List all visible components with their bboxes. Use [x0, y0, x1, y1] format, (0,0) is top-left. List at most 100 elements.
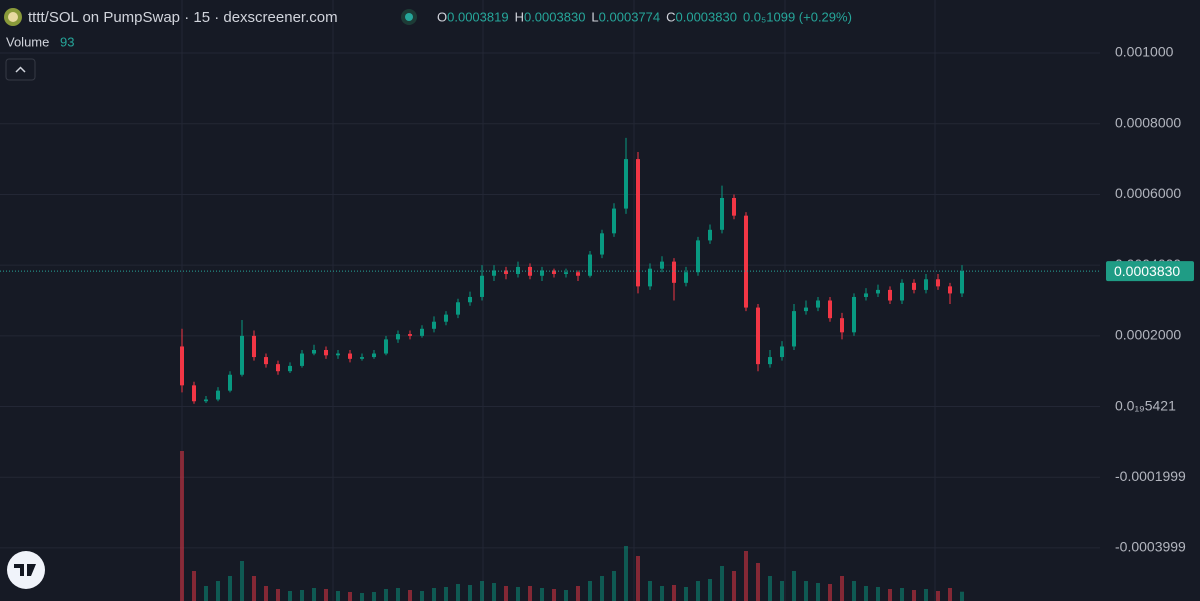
- candle-body: [936, 279, 940, 287]
- ohlc-value: 0.0003819: [447, 9, 508, 24]
- candle-body: [912, 282, 916, 290]
- candle-body: [564, 272, 568, 274]
- ohlc-key: H: [515, 9, 524, 24]
- candle-body: [480, 275, 484, 297]
- price-label: 0.0003830: [1114, 263, 1180, 279]
- candle-body: [876, 289, 880, 294]
- volume-bar: [624, 546, 628, 601]
- candle-body: [516, 266, 520, 274]
- volume-bar: [672, 585, 676, 601]
- change: 0.0₅1099 (+0.29%): [743, 9, 852, 24]
- candle-body: [204, 399, 208, 402]
- candle-body: [768, 357, 772, 365]
- candle-body: [684, 272, 688, 283]
- grid: [0, 52, 1100, 549]
- candle-body: [720, 197, 724, 230]
- ohlc-value: 0.0003830: [676, 9, 737, 24]
- volume-bar: [180, 451, 184, 601]
- candle-body: [492, 270, 496, 276]
- y-tick-label: 0.0₁₉5421: [1115, 397, 1176, 413]
- candle-body: [348, 353, 352, 359]
- volume-last: 93: [60, 34, 74, 49]
- volume-bar: [384, 589, 388, 601]
- volume-bar: [732, 571, 736, 601]
- volume-bar: [852, 581, 856, 601]
- volume-bar: [264, 586, 268, 601]
- volume-bar: [432, 588, 436, 601]
- candle-body: [864, 293, 868, 297]
- volume-bar: [840, 576, 844, 601]
- candle-body: [792, 311, 796, 347]
- volume-bar: [300, 590, 304, 601]
- candle-body: [576, 272, 580, 276]
- candle-body: [216, 390, 220, 400]
- ohlc-legend: O 0.0003819 H 0.0003830 L 0.0003774 C 0.0003830: [437, 9, 737, 24]
- candle-body: [324, 349, 328, 356]
- volume-bar: [828, 584, 832, 601]
- volume-bar: [372, 592, 376, 601]
- volume-bar: [936, 591, 940, 601]
- volume-bar: [576, 586, 580, 601]
- candle-body: [924, 279, 928, 290]
- ohlc-key: L: [591, 9, 598, 24]
- candle-body: [708, 229, 712, 241]
- candle-body: [828, 300, 832, 319]
- token-icon-inner: [8, 12, 18, 22]
- volume-bar: [204, 586, 208, 601]
- collapse-button[interactable]: [5, 58, 36, 81]
- volume-label: Volume: [6, 34, 49, 49]
- candle-body: [612, 208, 616, 234]
- volume-bar: [912, 590, 916, 601]
- volume-bar: [600, 576, 604, 601]
- y-tick-label: 0.0002000: [1115, 327, 1181, 343]
- candle-body: [384, 339, 388, 354]
- volume-bar: [348, 592, 352, 601]
- candle-body: [588, 254, 592, 276]
- candle-body: [648, 268, 652, 287]
- volume-bar: [804, 581, 808, 601]
- candle-body: [948, 286, 952, 294]
- volume-bar: [336, 591, 340, 601]
- volume-bar: [684, 587, 688, 601]
- volume-bar: [552, 589, 556, 601]
- candle-body: [840, 318, 844, 333]
- candle-body: [528, 266, 532, 276]
- candle-body: [252, 335, 256, 358]
- candle-body: [180, 346, 184, 386]
- tv-logo[interactable]: [7, 551, 45, 589]
- status-dot: [405, 13, 413, 21]
- candle-body: [540, 270, 544, 276]
- candle-body: [804, 307, 808, 312]
- volume-bar: [360, 593, 364, 601]
- volume-bar: [420, 591, 424, 601]
- volume-bar: [660, 586, 664, 601]
- volume-bar: [864, 586, 868, 601]
- volume-bar: [756, 563, 760, 601]
- chart-title: tttt/SOL on PumpSwap · 15 · dexscreener.…: [28, 9, 338, 26]
- candle-body: [360, 357, 364, 359]
- volume-bar: [480, 581, 484, 601]
- volume-bar: [456, 584, 460, 601]
- volume-bar: [636, 556, 640, 601]
- volume-bar: [780, 581, 784, 601]
- volume-bar: [876, 587, 880, 601]
- candle-body: [960, 271, 964, 294]
- candle-body: [408, 334, 412, 336]
- volume-bar: [288, 591, 292, 601]
- candle-body: [396, 334, 400, 340]
- volume-bar: [324, 589, 328, 601]
- volume-bar: [240, 561, 244, 601]
- volume-bar: [444, 587, 448, 601]
- y-tick-label: 0.001000: [1115, 44, 1174, 60]
- volume-bar: [816, 583, 820, 601]
- volume-bar: [216, 581, 220, 601]
- candle-body: [744, 215, 748, 308]
- ohlc-value: 0.0003830: [524, 9, 585, 24]
- volume-bar: [768, 576, 772, 601]
- price-label-box: [1106, 261, 1194, 282]
- volume-bar: [948, 588, 952, 601]
- candle-body: [672, 261, 676, 283]
- volume-bar: [468, 585, 472, 601]
- candle-body: [264, 357, 268, 365]
- candle-body: [660, 261, 664, 269]
